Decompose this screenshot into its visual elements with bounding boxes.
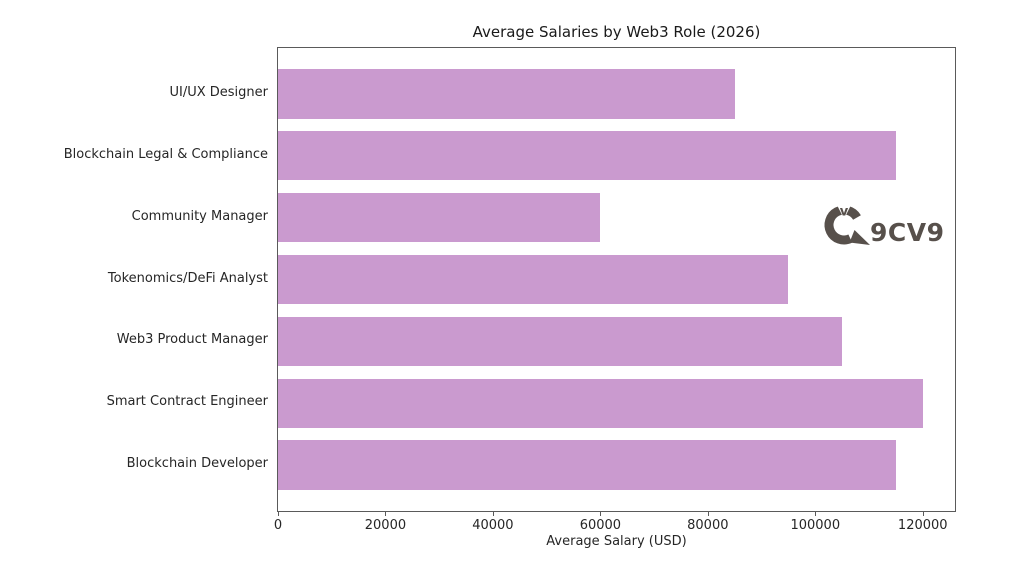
x-tick-label: 0 <box>273 518 283 533</box>
y-tick-label: Community Manager <box>131 208 268 224</box>
bar <box>278 69 735 119</box>
x-tick-mark <box>492 512 494 516</box>
bar <box>278 254 789 305</box>
bar <box>278 316 843 367</box>
y-tick-label: Tokenomics/DeFi Analyst <box>107 270 268 286</box>
y-tick-label: Web3 Product Manager <box>116 332 268 348</box>
x-tick-mark <box>922 512 924 516</box>
y-tick-label: Blockchain Developer <box>126 456 268 472</box>
bar <box>278 440 896 490</box>
x-axis-label: Average Salary (USD) <box>546 534 687 549</box>
x-tick-mark <box>278 512 279 516</box>
chart-title: Average Salaries by Web3 Role (2026) <box>472 23 761 41</box>
x-tick-label: 100000 <box>790 518 841 533</box>
x-tick-mark <box>600 512 602 516</box>
brand-logo-icon: v <box>824 201 870 245</box>
x-tick-mark <box>815 512 817 516</box>
x-tick-label: 120000 <box>897 518 948 533</box>
bar <box>278 192 601 243</box>
y-tick-label: Blockchain Legal & Compliance <box>63 146 268 162</box>
x-tick-label: 40000 <box>472 518 514 533</box>
x-tick-label: 20000 <box>364 518 407 533</box>
x-tick-mark <box>385 512 387 516</box>
plot-area <box>277 47 956 512</box>
bar <box>278 130 896 181</box>
x-tick-label: 80000 <box>687 518 729 533</box>
bar <box>278 378 923 429</box>
y-tick-label: UI/UX Designer <box>169 84 268 100</box>
svg-text:v: v <box>840 205 849 220</box>
brand-logo-text: 9CV9 <box>870 217 945 247</box>
x-tick-label: 60000 <box>579 518 622 533</box>
y-tick-label: Smart Contract Engineer <box>106 394 268 410</box>
brand-logo: v 9CV9 <box>822 201 945 249</box>
x-tick-mark <box>707 512 709 516</box>
